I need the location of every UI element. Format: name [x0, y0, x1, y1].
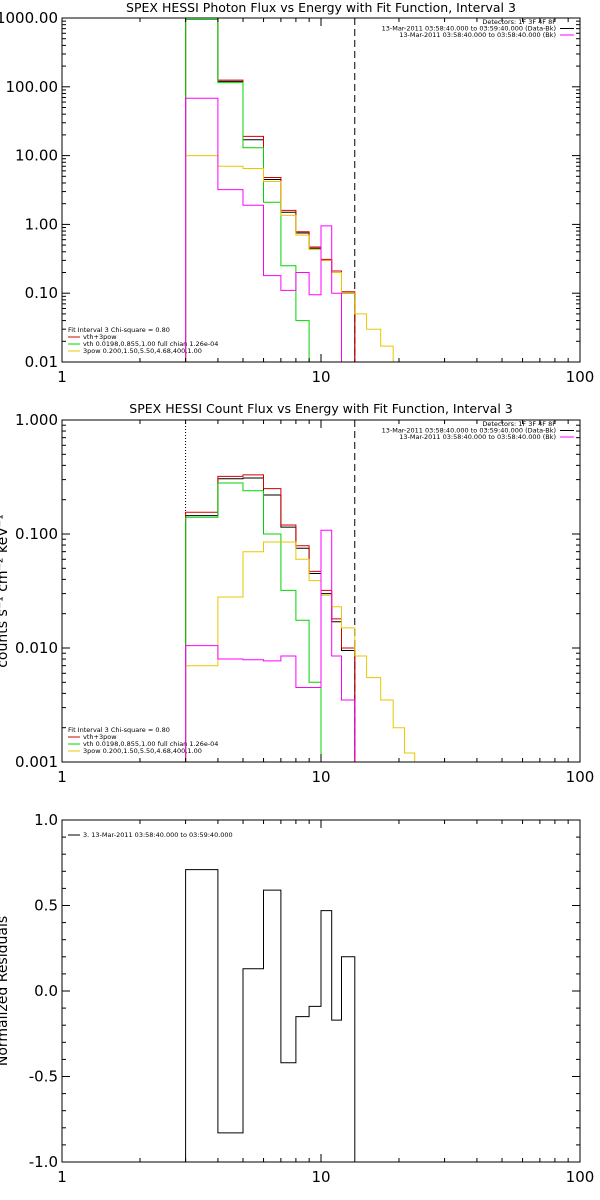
y-tick-label: 0.010 — [15, 639, 58, 657]
x-tick-label: 1 — [57, 368, 67, 386]
legend-right-text: 13-Mar-2011 03:58:40.000 to 03:58:40.000… — [399, 433, 556, 441]
chart-panel-3: Normalized Residuals 1 10 100 1.0 0.5 0.0 -0.5 -… — [0, 811, 594, 1186]
chart-panel-2: SPEX HESSI Count Flux vs Energy with Fit… — [0, 401, 594, 786]
y-tick-label: 0.5 — [34, 897, 58, 915]
legend-left-text: vth+3pow — [83, 733, 117, 741]
series-1-line — [185, 477, 356, 762]
y-tick-label: -1.0 — [29, 1153, 58, 1171]
legend-right-text: 13-Mar-2011 03:58:40.000 to 03:58:40.000… — [399, 31, 556, 39]
series-group — [185, 869, 356, 1162]
chart-title: SPEX HESSI Photon Flux vs Energy with Fi… — [126, 0, 516, 15]
series-group — [185, 18, 405, 362]
y-tick-label: 0.100 — [15, 525, 58, 543]
series-2-line — [185, 474, 356, 762]
legend-left-text: Fit Interval 3 Chi-square = 0.80 — [68, 726, 170, 734]
series-4-line — [185, 541, 416, 762]
series-5-line — [185, 97, 342, 362]
series-5-line — [185, 529, 356, 762]
legend-left-text: 3. 13-Mar-2011 03:58:40.000 to 03:59:40.… — [83, 831, 233, 839]
y-tick-label: 0.001 — [15, 753, 58, 771]
series-1-line — [185, 869, 356, 1162]
legend-right-text: Detectors: 1F 3F 4F 8F — [482, 420, 556, 428]
y-tick-label: 1.00 — [25, 215, 58, 233]
y-tick-label: 1000.00 — [0, 9, 58, 27]
legend-left-text: Fit Interval 3 Chi-square = 0.80 — [68, 326, 170, 334]
legend-left-text: 3pow 0.200,1.50,5.50,4.68,400,1.00 — [83, 747, 202, 755]
legend-left-text: vth+3pow — [83, 333, 117, 341]
legend-right-text: Detectors: 1F 3F 4F 8F — [482, 18, 556, 26]
x-tick-label: 1 — [57, 768, 67, 786]
x-tick-label: 10 — [311, 768, 330, 786]
x-tick-label: 100 — [566, 1168, 595, 1186]
x-tick-label: 100 — [566, 768, 595, 786]
x-tick-label: 1 — [57, 1168, 67, 1186]
y-tick-label: 0.01 — [25, 353, 58, 371]
y-axis-label: counts s⁻¹ cm⁻² keV⁻¹ — [0, 514, 11, 668]
legend-right-text: 13-Mar-2011 03:58:40.000 to 03:59:40.000… — [382, 427, 556, 435]
y-tick-label: 0.10 — [25, 284, 58, 302]
y-axis-label: Normalized Residuals — [0, 916, 11, 1066]
legend-left-text: vth 0.0198,0.855,1.00 full chian 1.26e-0… — [83, 740, 218, 748]
y-tick-label: 1.0 — [34, 811, 58, 829]
y-tick-label: 10.00 — [15, 147, 58, 165]
y-tick-label: -0.5 — [29, 1068, 58, 1086]
x-tick-label: 10 — [311, 1168, 330, 1186]
plot-frame — [61, 17, 581, 363]
legend-left-text: 3pow 0.200,1.50,5.50,4.68,400,1.00 — [83, 347, 202, 355]
y-tick-label: 1.000 — [15, 411, 58, 429]
chart-title: SPEX HESSI Count Flux vs Energy with Fit… — [129, 401, 512, 416]
series-1-line — [185, 18, 356, 362]
y-tick-label: 0.0 — [34, 982, 58, 1000]
x-tick-label: 100 — [566, 368, 595, 386]
legend-left-text: vth 0.0198,0.855,1.00 full chian 1.26e-0… — [83, 340, 218, 348]
y-tick-label: 100.00 — [6, 78, 59, 96]
legend-right-text: 13-Mar-2011 03:58:40.000 to 03:59:40.000… — [382, 25, 556, 33]
series-3-line — [185, 19, 310, 362]
x-tick-label: 10 — [311, 368, 330, 386]
series-3-line — [185, 482, 333, 762]
chart-panel-1: SPEX HESSI Photon Flux vs Energy with Fi… — [0, 0, 594, 386]
series-group — [185, 474, 416, 762]
series-2-line — [185, 18, 356, 362]
